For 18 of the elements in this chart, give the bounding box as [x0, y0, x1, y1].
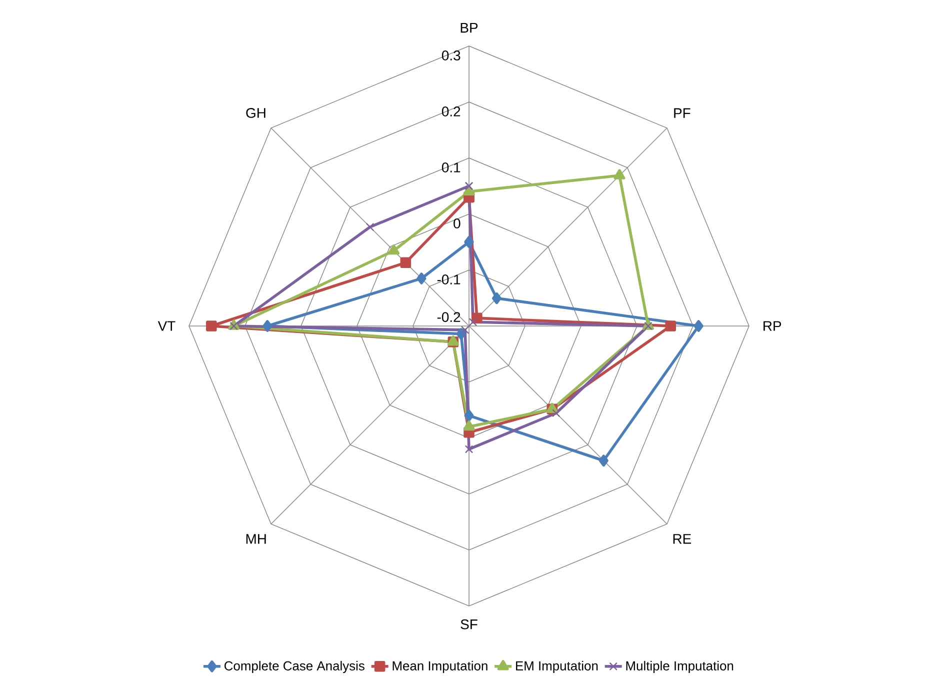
spoke-label: VT [158, 321, 176, 331]
y-tick-label: -0.2 [437, 312, 460, 322]
legend-label: EM Imputation [516, 660, 598, 674]
spoke-label: PF [674, 108, 690, 118]
spoke-label: BP [460, 23, 478, 33]
legend-label: Multiple Imputation [626, 660, 734, 674]
y-tick-label: 0 [454, 218, 460, 228]
y-tick-label: 0.1 [442, 162, 460, 172]
spoke-label: SF [460, 619, 478, 630]
legend-label: Mean Imputation [392, 660, 488, 674]
legend-label: Complete Case Analysis [224, 660, 364, 674]
spoke-label: MH [246, 534, 266, 544]
spoke-label: RE [673, 534, 691, 544]
spoke-label: RP [764, 321, 782, 331]
spoke-label: GH [246, 108, 266, 118]
y-tick-label: -0.1 [437, 274, 460, 284]
y-tick-label: 0.2 [442, 106, 460, 116]
y-tick-label: 0.3 [442, 50, 460, 60]
